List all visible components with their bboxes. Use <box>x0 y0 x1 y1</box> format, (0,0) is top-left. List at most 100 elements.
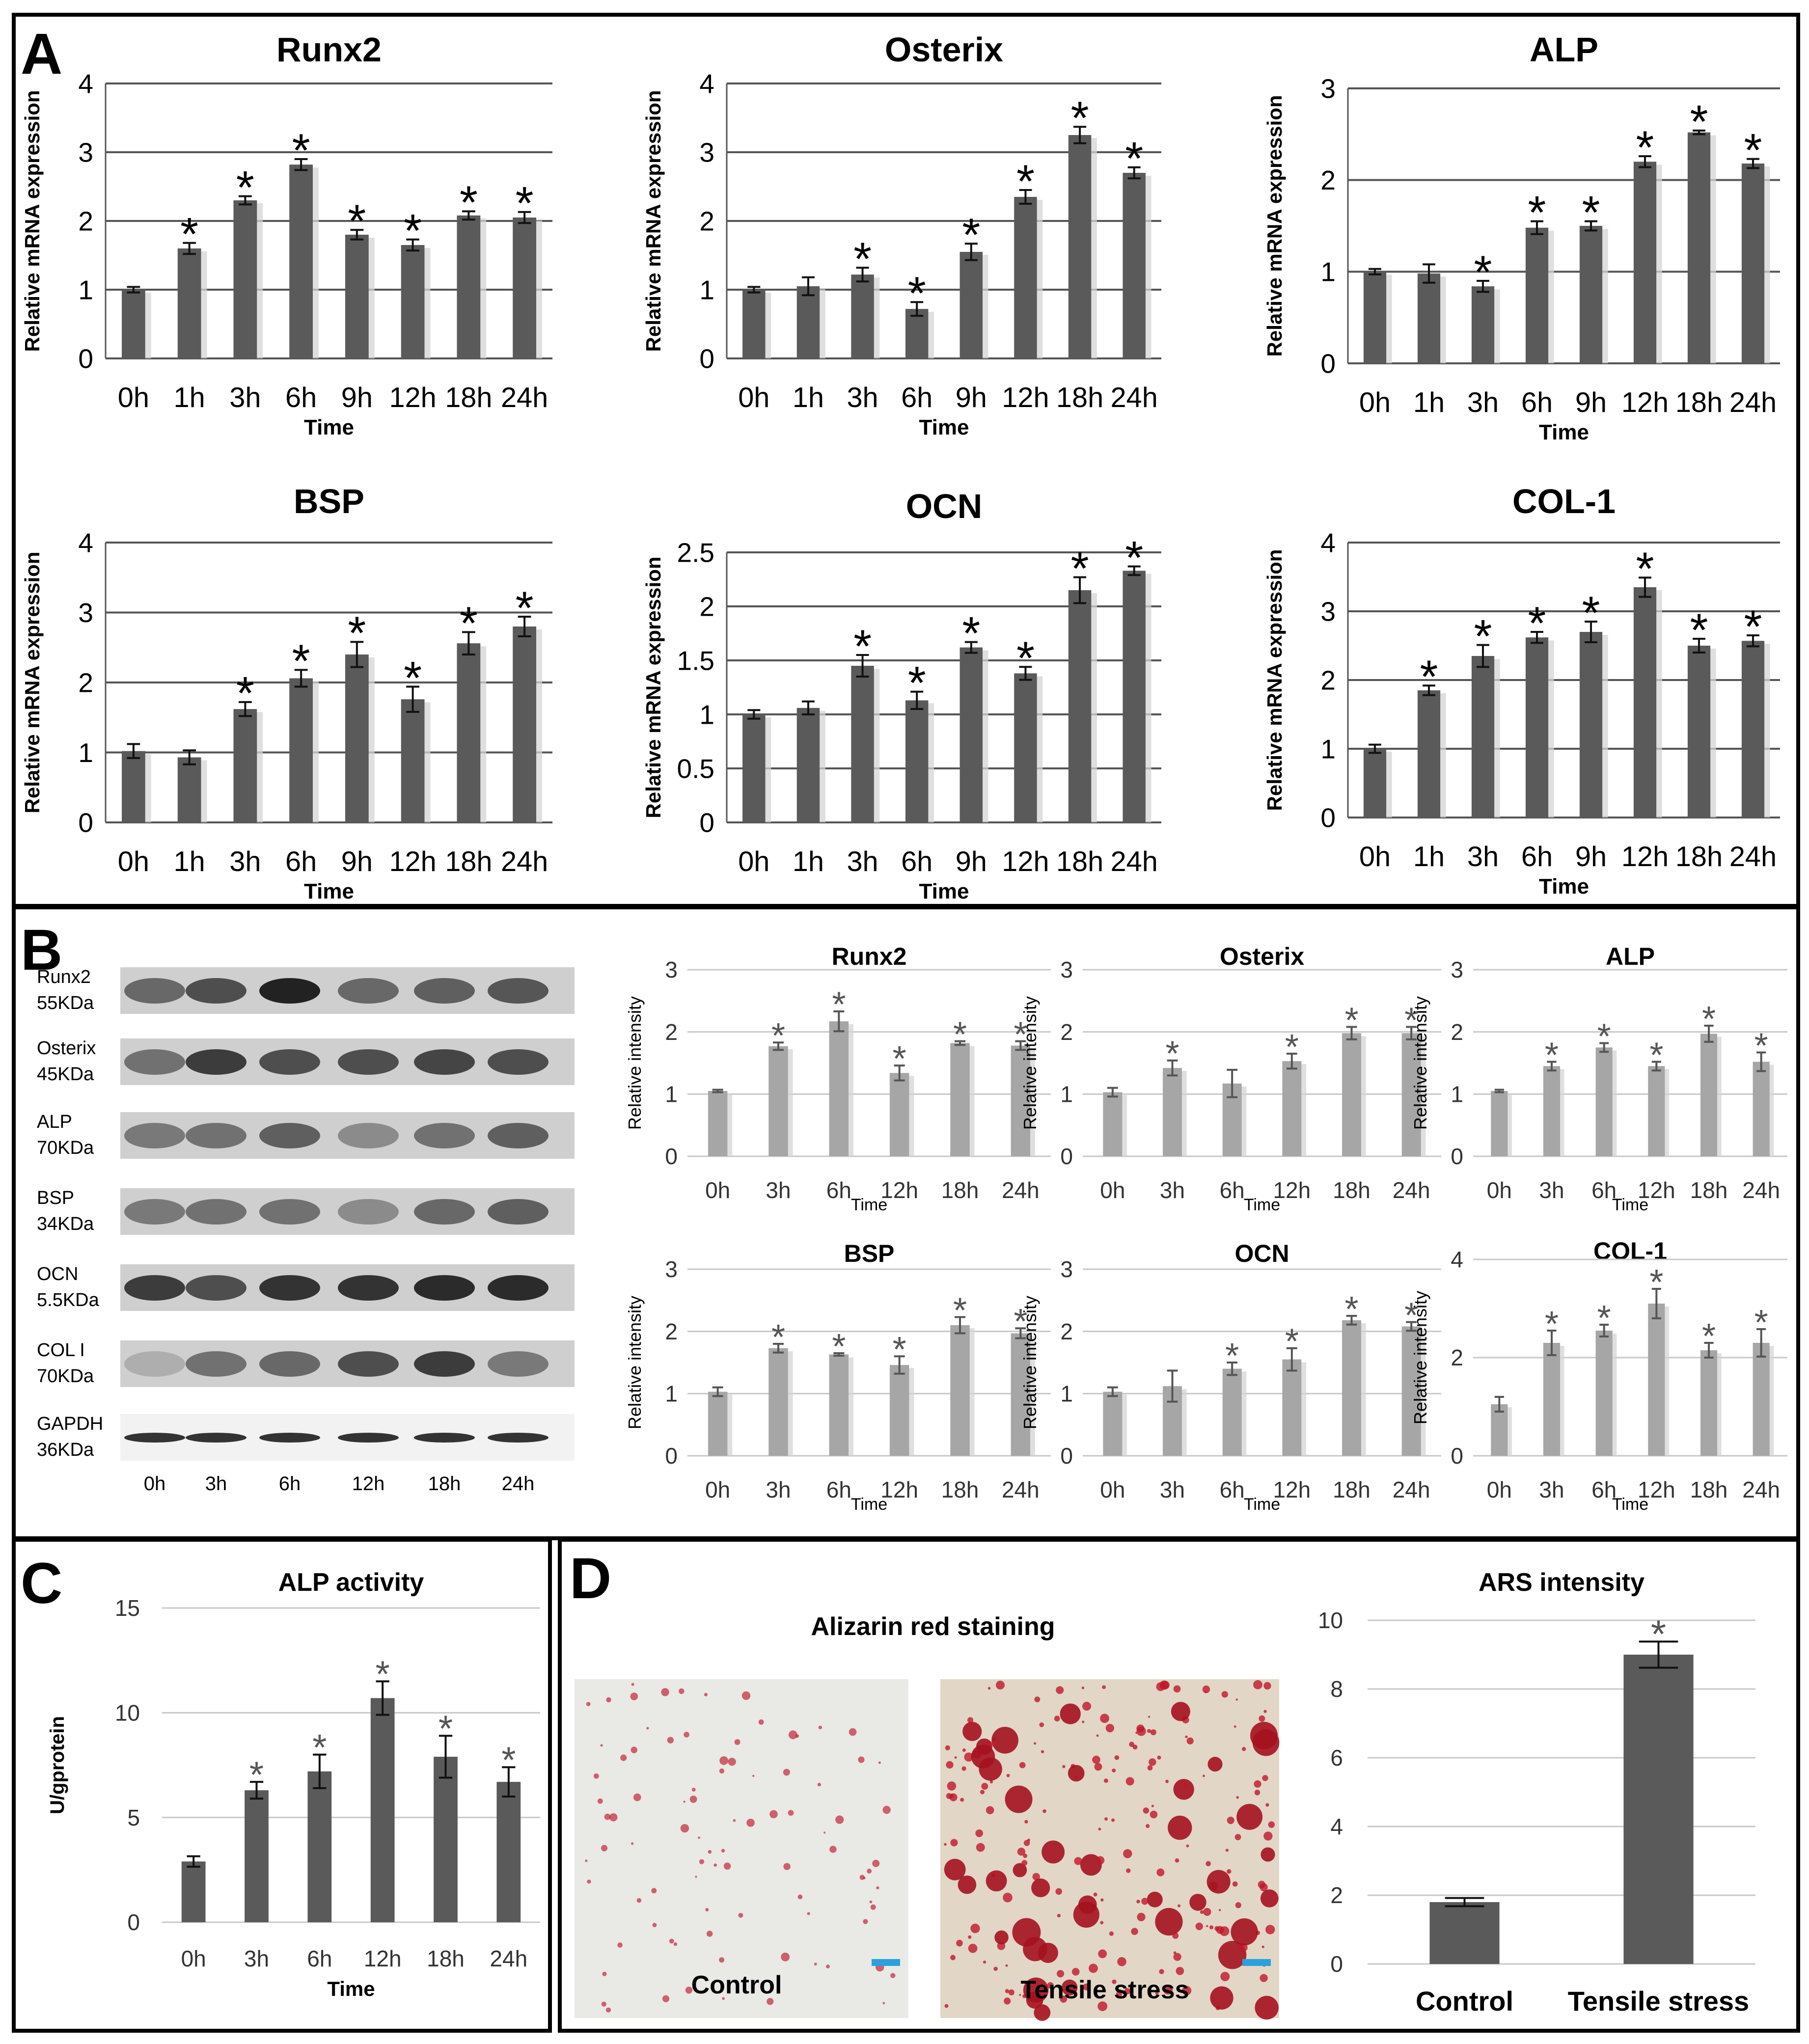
stain-dot <box>734 1739 740 1745</box>
blot-lane-label: 12h <box>352 1473 385 1495</box>
stain-dot <box>1083 1983 1090 1990</box>
stain-dot <box>1171 1702 1190 1721</box>
stain-dot <box>1060 1703 1081 1724</box>
blot-band <box>338 978 399 1004</box>
stain-dot <box>867 1868 872 1874</box>
y-tick-label: 2 <box>78 206 93 236</box>
x-axis-label: Time <box>851 1196 887 1214</box>
significance-star: * <box>516 177 534 229</box>
y-tick-label: 0 <box>1320 802 1336 833</box>
stain-dot <box>976 1843 985 1852</box>
x-tick-label: 6h <box>901 846 932 877</box>
stain-dot <box>1100 1898 1104 1902</box>
stain-dot <box>1032 1873 1040 1880</box>
x-tick-label: 24h <box>1002 1177 1040 1203</box>
significance-star: * <box>348 195 366 247</box>
bar <box>1014 197 1037 358</box>
bar <box>1753 1343 1770 1456</box>
bar <box>1741 641 1765 818</box>
blot-band <box>414 1199 475 1225</box>
stain-dot <box>604 1813 611 1820</box>
stain-dot <box>1034 1742 1037 1745</box>
x-tick-label: 3h <box>1467 841 1499 872</box>
stain-dot <box>989 1780 993 1784</box>
x-tick-label: 0h <box>738 846 769 877</box>
bar <box>1579 226 1603 363</box>
blot-protein-label: Osterix <box>37 1038 96 1059</box>
stain-dot <box>1159 1680 1169 1690</box>
stain-dot <box>1098 1949 1107 1959</box>
blot-band <box>488 1123 548 1148</box>
x-tick-label: 24h <box>1729 841 1777 872</box>
x-axis-label: Time <box>1539 874 1589 899</box>
panel-letter-b: B <box>21 918 62 982</box>
stain-dot <box>609 1813 618 1822</box>
y-tick-label: 15 <box>115 1595 140 1621</box>
y-tick-label: 1 <box>699 699 714 730</box>
bar <box>1579 632 1603 818</box>
stain-dot <box>950 1955 956 1961</box>
x-axis-label: Time <box>1244 1495 1280 1514</box>
x-tick-label: 24h <box>1111 382 1158 413</box>
stain-dot <box>946 1761 954 1769</box>
y-tick-label: 1 <box>699 274 714 305</box>
x-tick-label: 24h <box>501 382 548 413</box>
blot-band <box>186 1351 247 1377</box>
stain-dot <box>1089 1963 1098 1973</box>
y-tick-label: 0 <box>1060 1144 1073 1169</box>
y-axis-label: Relative mRNA expression <box>642 557 665 818</box>
x-tick-label: 12h <box>389 382 436 413</box>
chart-title: COL-1 <box>1593 1237 1667 1265</box>
stain-dot <box>587 1880 591 1884</box>
x-tick-label: 9h <box>341 846 373 877</box>
stain-dot <box>669 1938 674 1944</box>
stain-dot <box>1216 1926 1224 1934</box>
significance-star: * <box>1225 1336 1239 1376</box>
blot-band <box>338 1049 399 1075</box>
significance-star: * <box>1285 1322 1299 1362</box>
bar <box>905 700 929 822</box>
blot-band <box>488 1433 548 1443</box>
significance-star: * <box>236 162 254 214</box>
stain-dot <box>944 1858 966 1880</box>
bar <box>177 248 201 358</box>
x-tick-label: 12h <box>1621 387 1669 418</box>
significance-star: * <box>1597 1017 1611 1056</box>
blot-band <box>259 1049 320 1075</box>
x-tick-label: Control <box>1416 1986 1513 2017</box>
stain-dot <box>1159 1969 1164 1974</box>
significance-star: * <box>1344 1290 1358 1329</box>
x-tick-label: 12h <box>1273 1177 1311 1203</box>
x-tick-label: 6h <box>826 1477 851 1502</box>
bar <box>1687 646 1711 818</box>
stain-dot <box>961 1766 966 1771</box>
significance-star: * <box>1636 121 1654 173</box>
bar <box>1401 1326 1421 1456</box>
stain-dot <box>1141 1898 1149 1905</box>
panel-d-frame <box>558 1538 1800 2033</box>
stain-dot <box>996 1680 1005 1690</box>
significance-star: * <box>1071 92 1089 144</box>
x-tick-label: 12h <box>1638 1477 1675 1502</box>
stain-dot <box>680 1824 689 1833</box>
y-tick-label: 0 <box>78 807 93 838</box>
stain-dot <box>1268 1821 1275 1828</box>
y-tick-label: 3 <box>1320 73 1336 104</box>
bar <box>851 274 874 358</box>
stain-dot <box>1074 1857 1082 1865</box>
chart-a-osterix: Osterix 0 1 2 3 4 0h 1h * 3h * 6h * 9h * 12h * 18h * 24h Tim… <box>642 30 1161 439</box>
stain-dot <box>746 1819 755 1827</box>
x-tick-label: 24h <box>1393 1477 1430 1502</box>
alizarin-red-staining: Alizarin red staining Control Tensile st… <box>575 1612 1280 2021</box>
chart-b-osterix: Osterix 0 1 2 3 0h * 3h 6h * 12h * 18h * 24h Time Relati… <box>1020 943 1441 1214</box>
x-tick-label: 18h <box>1056 382 1103 413</box>
x-tick-label: 24h <box>1393 1177 1430 1203</box>
stain-dot <box>835 1815 844 1824</box>
stain-dot <box>617 1942 623 1948</box>
chart-title: BSP <box>294 482 364 520</box>
stain-dot <box>1155 1908 1183 1936</box>
stain-dot <box>1209 1925 1214 1930</box>
bar <box>742 290 766 358</box>
y-tick-label: 2 <box>1320 165 1336 195</box>
bar <box>1700 1034 1718 1156</box>
